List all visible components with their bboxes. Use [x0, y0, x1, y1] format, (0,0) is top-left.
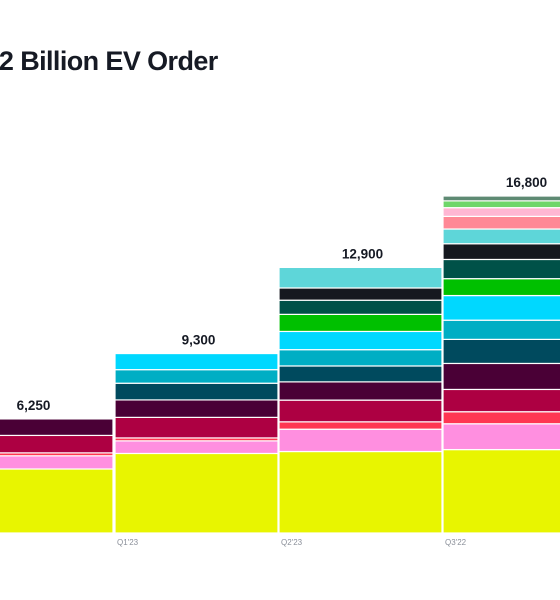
- bar-3: [278, 266, 443, 534]
- bar-4-segment-16: [442, 195, 560, 202]
- bar-2: [114, 352, 279, 534]
- bar-4: [442, 195, 560, 534]
- bar-4-segment-7: [442, 319, 560, 340]
- bar-4-segment-3: [442, 411, 560, 425]
- bar-2-segment-7: [114, 369, 279, 384]
- bar-3-segment-7: [278, 349, 443, 367]
- bar-3-segment-12: [278, 266, 443, 289]
- bar-4-segment-12: [442, 228, 560, 245]
- bar-3-segment-8: [278, 330, 443, 351]
- bar-2-segment-2: [114, 440, 279, 455]
- bar-4-segment-2: [442, 423, 560, 451]
- bar-total-label: 6,250: [17, 398, 51, 413]
- bar-3-segment-9: [278, 313, 443, 333]
- bar-4-segment-8: [442, 294, 560, 321]
- bar-1-segment-5: [0, 418, 114, 437]
- bar-4-segment-11: [442, 243, 560, 261]
- bar-2-segment-4: [114, 416, 279, 439]
- bar-4-segment-14: [442, 207, 560, 217]
- x-axis: Q1'23 Q2'23 Q3'22: [117, 538, 467, 547]
- bar-2-segment-1: [114, 452, 279, 534]
- bar-3-segment-6: [278, 365, 443, 383]
- bar-1-segment-2: [0, 455, 114, 470]
- bar-4-segment-4: [442, 388, 560, 413]
- bar-3-segment-5: [278, 381, 443, 401]
- bar-4-segment-5: [442, 362, 560, 391]
- bar-4-segment-9: [442, 278, 560, 297]
- bar-3-segment-1: [278, 450, 443, 534]
- bar-2-segment-5: [114, 399, 279, 418]
- bar-3-segment-10: [278, 299, 443, 315]
- bar-total-label: 9,300: [182, 333, 216, 348]
- bar-3-segment-3: [278, 421, 443, 430]
- bar-4-segment-10: [442, 258, 560, 280]
- bar-total-label: 16,800: [506, 175, 547, 190]
- bar-4-segment-1: [442, 448, 560, 534]
- bar-2-segment-6: [114, 382, 279, 401]
- bar-1: [0, 418, 114, 534]
- bar-total-label: 12,900: [342, 246, 383, 261]
- bar-1-segment-4: [0, 434, 114, 454]
- bar-2-segment-8: [114, 352, 279, 371]
- x-tick-label: Q1'23: [117, 538, 139, 547]
- bar-4-segment-6: [442, 338, 560, 365]
- labels-layer: 6,250 9,300 12,900 16,800: [17, 175, 548, 413]
- bar-1-segment-1: [0, 468, 114, 534]
- x-tick-label: Q3'22: [445, 538, 467, 547]
- bar-4-segment-13: [442, 215, 560, 230]
- bar-4-segment-15: [442, 200, 560, 209]
- bar-3-segment-2: [278, 428, 443, 453]
- bar-3-segment-11: [278, 287, 443, 301]
- bars-layer: [0, 195, 560, 534]
- chart-title: .2 Billion EV Order: [0, 46, 218, 76]
- bar-3-segment-4: [278, 399, 443, 423]
- x-tick-label: Q2'23: [281, 538, 303, 547]
